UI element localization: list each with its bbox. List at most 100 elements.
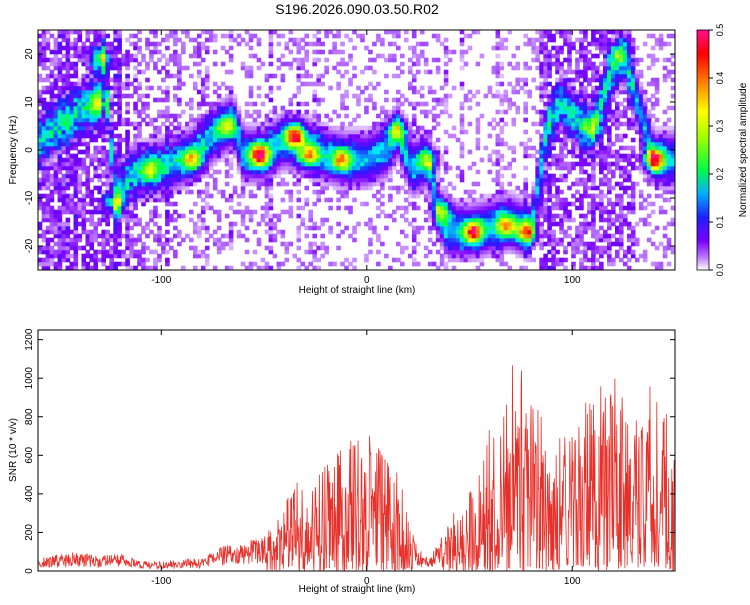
heatmap-cell — [200, 189, 206, 195]
heatmap-cell — [292, 125, 298, 131]
heatmap-cell — [599, 101, 604, 107]
heatmap-cell — [101, 241, 106, 247]
heatmap-cell — [567, 125, 572, 131]
heatmap-cell — [563, 201, 568, 207]
heatmap-cell — [571, 81, 576, 87]
heatmap-cell — [109, 193, 114, 199]
heatmap-cell — [200, 81, 206, 87]
heatmap-cell — [73, 121, 79, 127]
heatmap-cell — [607, 213, 612, 219]
heatmap-cell — [555, 153, 560, 159]
heatmap-cell — [232, 153, 238, 159]
heatmap-cell — [204, 189, 210, 195]
heatmap-cell — [117, 69, 122, 75]
heatmap-cell — [65, 57, 71, 63]
heatmap-cell — [419, 137, 425, 143]
heatmap-cell — [280, 261, 286, 267]
heatmap-cell — [41, 57, 47, 63]
heatmap-cell — [503, 237, 509, 243]
heatmap-cell — [483, 93, 489, 99]
heatmap-cell — [292, 149, 298, 155]
heatmap-cell — [97, 125, 102, 131]
heatmap-cell — [117, 81, 122, 87]
heatmap-cell — [443, 165, 449, 171]
heatmap-cell — [507, 245, 513, 251]
heatmap-cell — [503, 121, 509, 127]
heatmap-cell — [539, 109, 544, 115]
heatmap-cell — [137, 189, 142, 195]
heatmap-cell — [161, 177, 166, 183]
heatmap-cell — [292, 41, 298, 47]
heatmap-cell — [399, 93, 405, 99]
heatmap-cell — [125, 141, 130, 147]
heatmap-cell — [113, 205, 118, 211]
heatmap-cell — [188, 157, 194, 163]
heatmap-cell — [547, 221, 552, 227]
heatmap-cell — [101, 73, 106, 79]
heatmap-cell — [192, 253, 198, 259]
heatmap-cell — [567, 129, 572, 135]
heatmap-cell — [415, 161, 421, 167]
heatmap-cell — [555, 97, 560, 103]
heatmap-cell — [384, 141, 389, 147]
heatmap-cell — [200, 101, 206, 107]
heatmap-cell — [204, 93, 210, 99]
heatmap-cell — [220, 153, 226, 159]
heatmap-cell — [41, 30, 47, 35]
heatmap-cell — [559, 97, 564, 103]
heatmap-cell — [407, 177, 413, 183]
heatmap-cell — [595, 237, 600, 243]
heatmap-cell — [200, 89, 206, 95]
heatmap-cell — [463, 217, 469, 223]
heatmap-cell — [507, 61, 513, 67]
heatmap-cell — [65, 201, 71, 207]
heatmap-cell — [41, 77, 47, 83]
heatmap-cell — [196, 117, 202, 123]
heatmap-cell — [280, 117, 286, 123]
heatmap-cell — [53, 153, 59, 159]
heatmap-cell — [583, 229, 588, 235]
heatmap-cell — [256, 173, 262, 179]
heatmap-cell — [109, 137, 114, 143]
heatmap-cell — [185, 101, 190, 107]
heatmap-cell — [117, 65, 122, 71]
heatmap-cell — [288, 109, 294, 115]
heatmap-cell — [415, 193, 421, 199]
heatmap-cell — [443, 221, 449, 227]
heatmap-cell — [117, 137, 122, 143]
heatmap-cell — [579, 157, 584, 163]
heatmap-cell — [583, 121, 588, 127]
heatmap-cell — [73, 153, 79, 159]
heatmap-cell — [81, 197, 87, 203]
heatmap-cell — [196, 121, 202, 127]
heatmap-cell — [547, 57, 552, 63]
heatmap-cell — [563, 125, 568, 131]
heatmap-cell — [300, 45, 306, 51]
heatmap-cell — [483, 193, 489, 199]
heatmap-cell — [384, 117, 389, 123]
heatmap-cell — [499, 205, 505, 211]
heatmap-cell — [252, 161, 258, 167]
heatmap-cell — [268, 169, 274, 175]
heatmap-cell — [117, 73, 122, 79]
heatmap-cell — [133, 89, 138, 95]
heatmap-cell — [113, 45, 118, 51]
heatmap-cell — [591, 73, 596, 79]
heatmap-cell — [599, 177, 604, 183]
heatmap-cell — [372, 85, 377, 91]
heatmap-cell — [192, 37, 198, 43]
heatmap-cell — [97, 101, 102, 107]
heatmap-cell — [133, 177, 138, 183]
heatmap-cell — [407, 129, 413, 135]
heatmap-cell — [288, 189, 294, 195]
heatmap-cell — [149, 209, 154, 215]
heatmap-cell — [73, 253, 79, 259]
heatmap-cell — [260, 257, 266, 263]
heatmap-cell — [415, 57, 421, 63]
heatmap-cell — [153, 173, 158, 179]
heatmap-cell — [559, 261, 564, 267]
heatmap-cell — [348, 37, 353, 43]
heatmap-cell — [399, 133, 405, 139]
heatmap-cell — [113, 265, 118, 270]
heatmap-cell — [427, 225, 433, 231]
